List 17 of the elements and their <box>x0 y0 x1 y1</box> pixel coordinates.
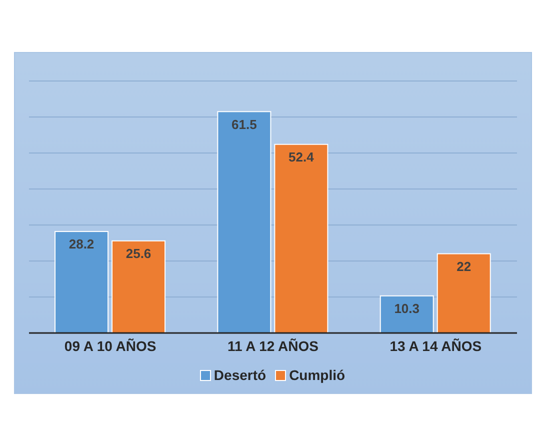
data-label: 61.5 <box>232 116 257 132</box>
bar <box>112 240 166 333</box>
x-tick-label: 09 A 10 AÑOS <box>64 338 156 354</box>
data-label: 22 <box>456 259 472 274</box>
data-label: 28.2 <box>68 236 94 252</box>
data-label: 25.6 <box>126 246 152 262</box>
data-label: 52.4 <box>288 150 315 165</box>
x-tick-label: 13 A 14 AÑOS <box>390 338 482 354</box>
x-tick-label: 11 A 12 AÑOS <box>227 338 319 354</box>
text: Desertó <box>214 367 266 383</box>
bar <box>54 230 109 333</box>
legend-label: Cumplió <box>289 367 346 383</box>
bar <box>274 144 328 333</box>
bar <box>380 295 434 333</box>
data-label: 10.3 <box>394 301 420 316</box>
bar <box>436 253 491 333</box>
bar <box>217 111 272 333</box>
